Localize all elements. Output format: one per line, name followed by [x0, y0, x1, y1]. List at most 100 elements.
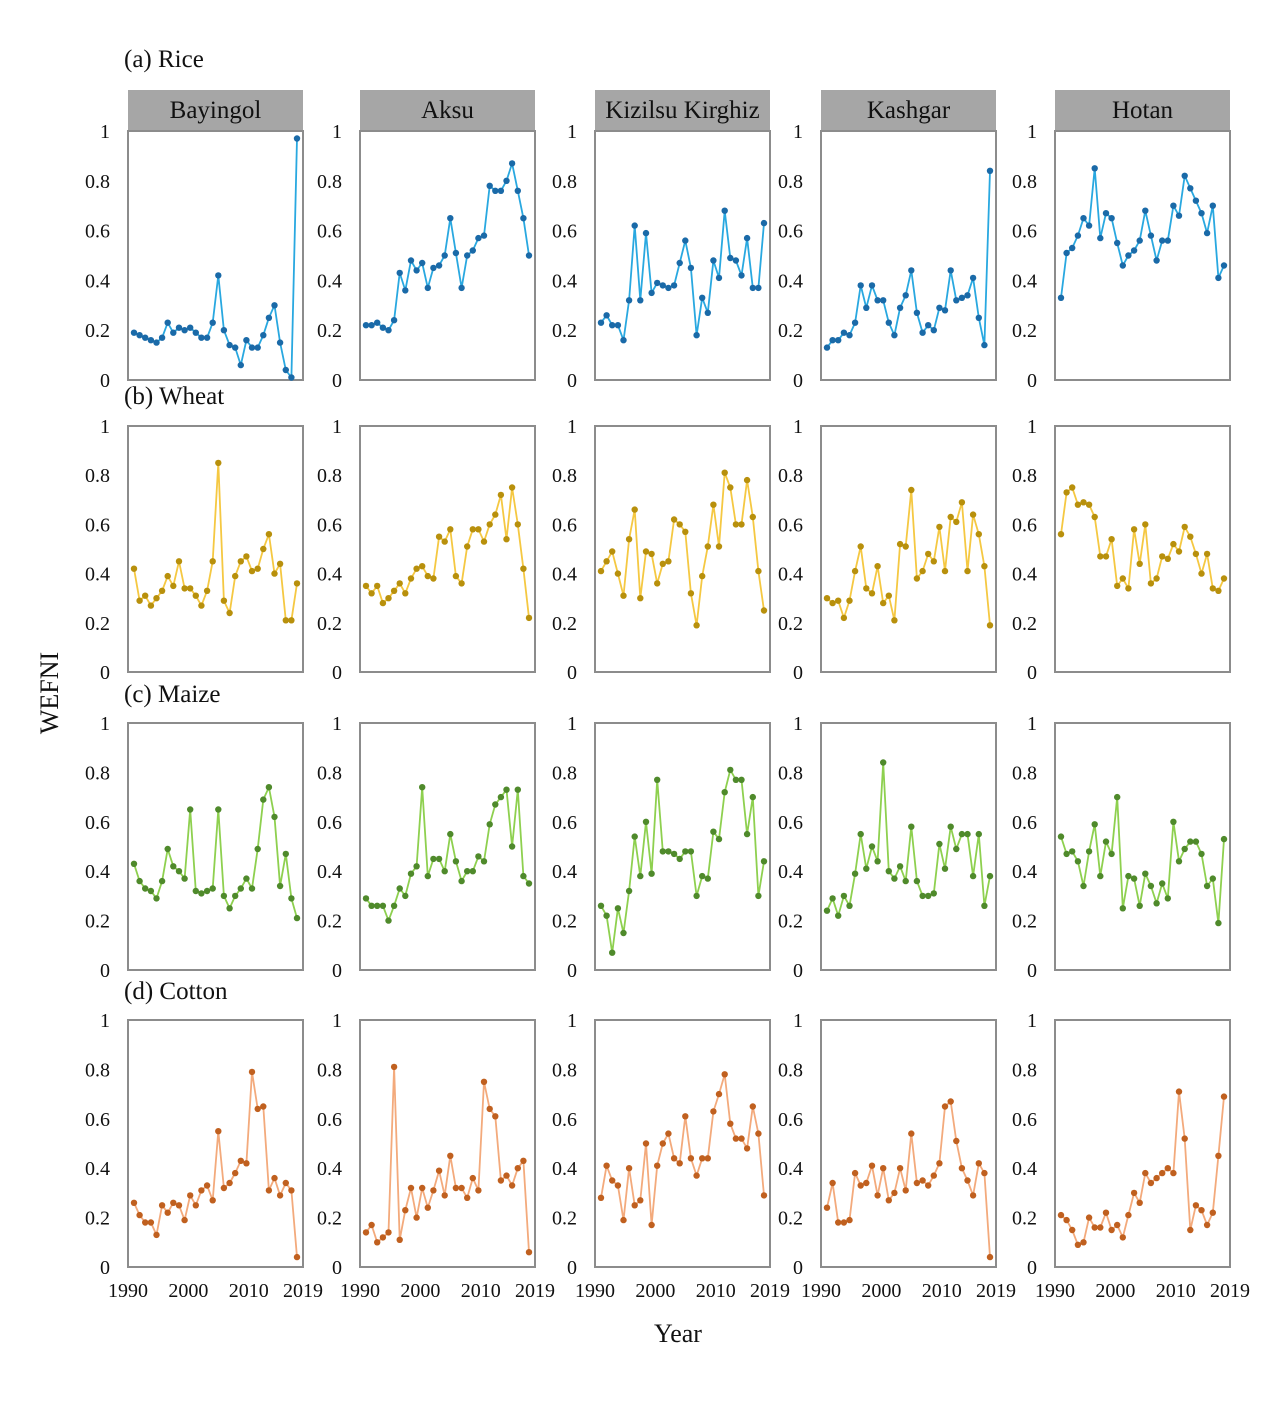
data-point	[1142, 521, 1149, 528]
y-tick-label: 0	[1027, 1257, 1037, 1279]
data-point	[986, 872, 994, 880]
data-point	[687, 1155, 695, 1162]
data-point	[497, 491, 505, 499]
panel-frame	[594, 722, 771, 971]
region-header-aksu: Aksu	[360, 90, 535, 130]
data-point	[732, 521, 740, 528]
region-header-box	[1055, 90, 1230, 130]
data-point	[659, 282, 666, 289]
data-point	[1170, 1169, 1177, 1177]
data-point	[293, 1253, 301, 1261]
y-tick-label: 1	[567, 416, 577, 438]
panel-wheat-aksu: 0 0.2 0.4 0.6 0.8 1	[317, 416, 536, 684]
data-point	[419, 259, 426, 267]
data-point	[851, 870, 859, 877]
y-tick-label: 1	[1027, 713, 1037, 735]
data-point	[396, 885, 403, 892]
data-point	[986, 622, 994, 629]
region-header-label: Kashgar	[867, 97, 951, 124]
data-point	[846, 332, 853, 339]
data-point	[407, 1184, 415, 1192]
data-point	[902, 543, 909, 550]
data-point	[1063, 850, 1070, 858]
data-point	[158, 877, 166, 885]
data-point	[1125, 1211, 1132, 1219]
data-point	[232, 1169, 239, 1177]
series-line	[600, 472, 765, 626]
x-tick-label: 2000	[1095, 1280, 1135, 1302]
data-point	[1091, 821, 1098, 828]
data-point	[659, 1140, 666, 1147]
data-point	[1220, 1093, 1228, 1100]
data-point	[1136, 902, 1143, 909]
data-point	[880, 297, 887, 304]
data-point	[925, 550, 932, 558]
data-point	[835, 337, 842, 344]
y-tick-label: 0.4	[317, 1158, 342, 1180]
y-axis-label: WEFNI	[35, 652, 64, 734]
data-point	[829, 337, 836, 344]
data-point	[1181, 845, 1188, 853]
data-point	[1074, 501, 1082, 508]
x-tick-label: 2010	[696, 1280, 736, 1302]
data-point	[1097, 872, 1104, 880]
y-tick-label: 0.4	[317, 270, 342, 292]
data-point	[823, 907, 831, 914]
data-point	[868, 1162, 876, 1169]
data-point	[464, 252, 471, 259]
data-point	[187, 585, 194, 592]
data-point	[413, 267, 420, 274]
data-point	[760, 858, 768, 865]
data-point	[896, 540, 904, 548]
data-point	[1203, 1221, 1211, 1229]
data-point	[390, 587, 398, 594]
panel-frame	[359, 722, 536, 971]
data-point	[665, 848, 672, 855]
y-tick-label: 0.2	[778, 320, 803, 342]
y-tick-label: 0.2	[778, 1208, 803, 1230]
data-point	[760, 607, 768, 614]
data-point	[874, 297, 881, 304]
data-point	[435, 533, 443, 540]
data-point	[209, 558, 216, 565]
x-tick-label: 2019	[1210, 1280, 1250, 1302]
data-point	[243, 875, 250, 882]
data-point	[1209, 875, 1217, 882]
data-point	[631, 506, 638, 513]
data-point	[480, 538, 488, 545]
data-point	[447, 215, 454, 222]
data-point	[631, 222, 638, 229]
data-point	[385, 327, 392, 334]
data-point	[1153, 900, 1160, 907]
data-point	[276, 882, 284, 890]
data-point	[925, 1182, 932, 1189]
data-point	[282, 850, 289, 858]
data-point	[362, 582, 370, 590]
data-point	[226, 905, 233, 912]
data-point	[1159, 553, 1166, 560]
data-point	[941, 567, 949, 575]
panel-maize-kashgar: 0 0.2 0.4 0.6 0.8 1	[778, 713, 997, 982]
data-point	[430, 575, 437, 582]
data-point	[508, 843, 516, 850]
panel-rice-hotan: 0 0.2 0.4 0.6 0.8 1	[1012, 121, 1231, 392]
x-tick-label: 2010	[229, 1280, 269, 1302]
data-point	[1142, 1169, 1149, 1177]
data-point	[755, 284, 762, 292]
data-point	[181, 585, 188, 592]
data-point	[637, 297, 644, 304]
data-point	[1153, 575, 1160, 582]
panel-rice-kizilsu-kirghiz: 0 0.2 0.4 0.6 0.8 1	[552, 121, 771, 392]
data-point	[603, 558, 610, 565]
y-tick-label: 0.6	[778, 812, 803, 834]
data-point	[1091, 513, 1098, 521]
data-point	[676, 1160, 683, 1167]
data-point	[402, 287, 409, 294]
data-point	[969, 1192, 977, 1199]
data-point	[260, 796, 267, 803]
data-point	[1091, 165, 1098, 172]
data-point	[670, 1155, 678, 1162]
data-point	[614, 905, 622, 912]
data-point	[1074, 232, 1082, 239]
data-point	[1136, 1199, 1143, 1207]
